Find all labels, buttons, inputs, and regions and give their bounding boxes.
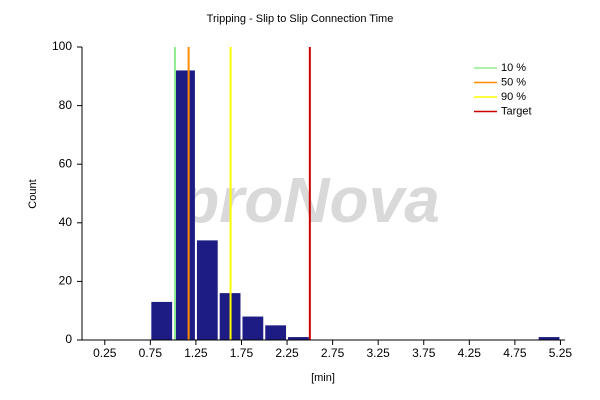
legend-label: 50 % [501, 76, 526, 88]
x-tick-label: 0.25 [93, 346, 117, 360]
y-tick-label: 100 [52, 39, 72, 53]
x-tick-label: 2.25 [275, 346, 299, 360]
legend-label: Target [501, 105, 532, 117]
bar [242, 316, 264, 340]
x-axis-label: [min] [311, 372, 335, 384]
y-tick-label: 60 [59, 156, 73, 170]
x-tick-label: 4.75 [503, 346, 527, 360]
x-tick-label: 0.75 [139, 346, 163, 360]
legend-label: 10 % [501, 62, 526, 74]
chart-title: Tripping - Slip to Slip Connection Time [207, 13, 394, 25]
y-tick-label: 40 [59, 215, 73, 229]
x-tick-label: 4.25 [458, 346, 482, 360]
bar [174, 70, 195, 340]
x-tick-label: 3.75 [412, 346, 436, 360]
y-axis-label: Count [27, 179, 39, 208]
x-tick-label: 1.75 [230, 346, 254, 360]
bar [196, 240, 218, 340]
y-tick-label: 20 [59, 274, 73, 288]
y-tick-label: 0 [65, 332, 72, 346]
x-tick-label: 1.25 [184, 346, 208, 360]
bar [151, 301, 173, 340]
y-tick-label: 80 [59, 98, 73, 112]
x-tick-label: 3.25 [366, 346, 390, 360]
legend-label: 90 % [501, 91, 526, 103]
bar [288, 337, 309, 340]
x-tick-label: 5.25 [549, 346, 573, 360]
x-tick-label: 2.75 [321, 346, 345, 360]
bar [265, 325, 287, 340]
bar [538, 337, 560, 340]
